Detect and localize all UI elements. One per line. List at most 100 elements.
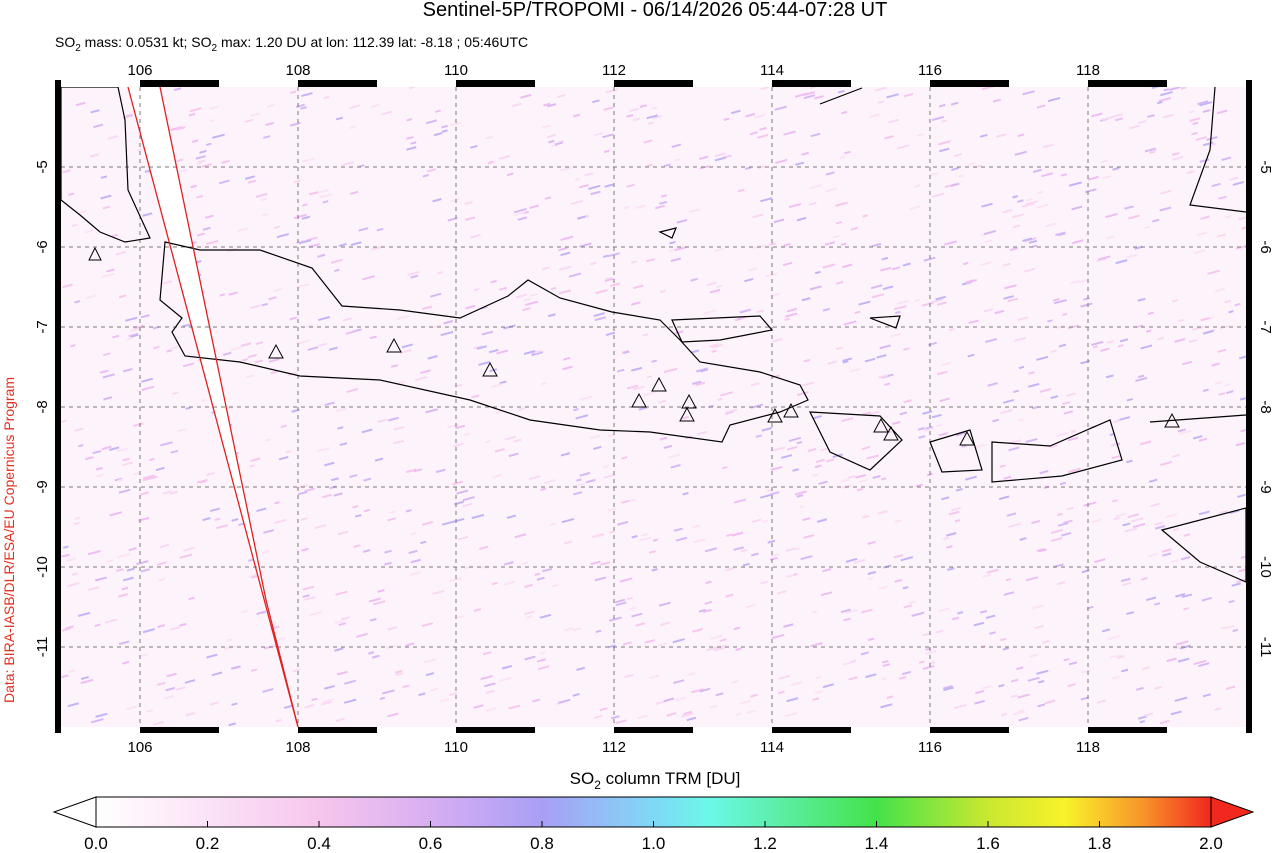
border-seg xyxy=(140,80,219,87)
pixel xyxy=(896,299,909,305)
pixel xyxy=(250,112,261,117)
pixel xyxy=(1202,109,1211,113)
pixel xyxy=(408,549,418,555)
pixel xyxy=(250,457,261,463)
pixel xyxy=(339,442,348,447)
pixel xyxy=(1188,110,1195,114)
pixel xyxy=(760,580,768,585)
pixel xyxy=(810,642,823,648)
coastlines xyxy=(61,87,1246,583)
pixel xyxy=(594,576,607,582)
pixel xyxy=(568,272,582,278)
pixel xyxy=(513,438,522,443)
pixel xyxy=(377,589,385,593)
pixel xyxy=(149,457,155,462)
pixel xyxy=(674,158,681,162)
pixel xyxy=(938,147,950,153)
pixel xyxy=(1163,88,1170,92)
pixel xyxy=(999,464,1006,468)
pixel xyxy=(455,424,466,430)
pixel xyxy=(884,135,895,140)
pixel xyxy=(395,672,404,676)
pixel xyxy=(902,262,911,267)
pixel xyxy=(255,192,268,198)
pixel xyxy=(178,622,187,627)
pixel xyxy=(491,473,502,479)
pixel xyxy=(563,540,573,545)
pixel xyxy=(981,202,993,208)
border-seg xyxy=(61,80,140,87)
pixel xyxy=(488,348,499,354)
pixel xyxy=(1165,513,1178,519)
pixel xyxy=(835,201,849,207)
pixel xyxy=(938,432,949,437)
pixel xyxy=(645,258,655,263)
pixel xyxy=(228,291,238,296)
pixel xyxy=(191,139,199,143)
pixel xyxy=(349,473,358,479)
pixel xyxy=(1178,318,1184,323)
pixel xyxy=(402,684,410,689)
pixel xyxy=(202,226,211,231)
pixel xyxy=(1136,686,1144,691)
pixel xyxy=(1010,694,1018,699)
border-tick xyxy=(55,247,61,327)
pixel xyxy=(473,345,483,350)
pixel xyxy=(810,87,816,89)
pixel xyxy=(1231,582,1241,587)
pixel xyxy=(918,660,925,664)
pixel xyxy=(803,358,811,363)
pixel xyxy=(840,608,851,614)
pixel xyxy=(1120,577,1131,583)
pixel xyxy=(1239,396,1246,401)
x-tick-label: 112 xyxy=(602,739,626,756)
pixel xyxy=(644,639,656,644)
pixel xyxy=(1014,150,1027,156)
pixel xyxy=(675,536,688,542)
pixel xyxy=(308,191,319,196)
pixel xyxy=(629,107,640,113)
pixel xyxy=(453,442,464,448)
pixel xyxy=(658,399,667,404)
pixel xyxy=(246,374,255,379)
pixel xyxy=(352,505,359,509)
pixel xyxy=(1236,578,1246,583)
pixel xyxy=(202,517,211,522)
pixel xyxy=(115,568,124,573)
pixel xyxy=(1157,100,1163,105)
pixel xyxy=(61,674,69,679)
pixel xyxy=(921,301,934,307)
pixel xyxy=(465,304,476,310)
pixel xyxy=(362,275,375,281)
pixel xyxy=(456,489,469,495)
pixel xyxy=(541,382,547,386)
colorbar: 0.0 0.2 0.4 0.6 0.8 1.0 1.2 1.4 1.6 1.8 2.0 xyxy=(52,796,1255,853)
pixel xyxy=(1218,195,1227,200)
pixel xyxy=(599,707,608,712)
pixel xyxy=(410,274,419,279)
pixel xyxy=(1191,131,1198,136)
pixel xyxy=(843,320,857,326)
pixel xyxy=(358,227,369,232)
pixel xyxy=(142,476,154,482)
pixel xyxy=(1181,593,1193,599)
pixel xyxy=(700,368,709,373)
pixel xyxy=(157,681,166,686)
pixel xyxy=(1180,556,1191,561)
pixel xyxy=(946,532,957,537)
pixel xyxy=(614,598,626,604)
pixel xyxy=(1224,299,1232,304)
pixel xyxy=(263,529,274,534)
pixel xyxy=(877,100,885,104)
pixel xyxy=(669,240,676,245)
pixel xyxy=(1117,344,1124,348)
pixel xyxy=(745,604,756,609)
pixel xyxy=(1147,311,1154,316)
pixel xyxy=(903,399,912,404)
pixel xyxy=(937,140,951,146)
pixel xyxy=(704,600,713,605)
pixel xyxy=(737,188,745,193)
pixel xyxy=(609,530,615,534)
pixel xyxy=(1138,120,1147,125)
